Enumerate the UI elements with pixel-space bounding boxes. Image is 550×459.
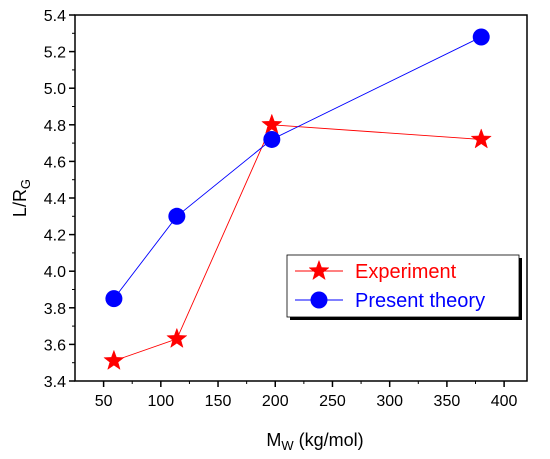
x-tick-label: 400 (491, 393, 518, 410)
x-tick-label: 250 (319, 393, 346, 410)
y-tick-label: 4.4 (44, 191, 66, 208)
data-point-experiment (470, 128, 492, 149)
x-axis-title-main: M (266, 430, 281, 450)
legend-label-experiment: Experiment (355, 261, 457, 283)
x-axis-title-rest: (kg/mol) (294, 430, 364, 450)
y-axis-title-main: L/R (10, 189, 30, 217)
y-tick-label: 5.2 (44, 45, 66, 62)
y-tick-label: 5.4 (44, 8, 66, 25)
y-axis-ticks: 3.4 3.6 3.8 4.0 4.2 4.4 4.6 4.8 5.0 5.2 5.4 (44, 8, 75, 391)
plot-frame (74, 14, 528, 382)
x-tick-label: 350 (434, 393, 461, 410)
x-axis-ticks: 50 100 150 200 250 300 350 400 (95, 381, 518, 410)
legend-marker-experiment (308, 259, 330, 281)
y-tick-label: 4.6 (44, 154, 66, 171)
series-line-experiment (113, 124, 482, 362)
y-tick-label: 3.8 (44, 301, 66, 318)
data-point-experiment (166, 327, 188, 348)
y-axis-title: L/RG (10, 179, 33, 217)
data-point-experiment (103, 349, 125, 370)
x-tick-label: 300 (376, 393, 403, 410)
x-tick-label: 200 (262, 393, 289, 410)
data-point-present-theory (168, 207, 186, 225)
legend: Experiment Present theory (286, 254, 522, 320)
legend-label-present-theory: Present theory (355, 290, 485, 312)
x-axis-title: MW (kg/mol) (266, 430, 363, 453)
data-point-present-theory (472, 28, 490, 46)
data-point-present-theory (105, 290, 123, 308)
series-line-present-theory (113, 36, 482, 299)
y-axis-title-sub: G (18, 179, 33, 189)
series-experiment (103, 113, 492, 370)
series-present-theory (105, 28, 490, 308)
y-tick-label: 4.2 (44, 228, 66, 245)
x-tick-label: 50 (95, 393, 113, 410)
series-layer (103, 28, 492, 370)
data-point-experiment (261, 113, 283, 134)
legend-marker-present-theory (310, 291, 328, 309)
data-point-present-theory (263, 130, 281, 148)
y-tick-label: 5.0 (44, 81, 66, 98)
y-tick-label: 4.8 (44, 118, 66, 135)
x-tick-label: 100 (147, 393, 174, 410)
y-tick-label: 3.4 (44, 374, 66, 391)
x-axis-title-sub: W (281, 438, 294, 453)
plot-area (74, 14, 528, 382)
y-tick-label: 4.0 (44, 264, 66, 281)
y-tick-label: 3.6 (44, 337, 66, 354)
legend-box (286, 254, 520, 318)
x-tick-label: 150 (205, 393, 232, 410)
